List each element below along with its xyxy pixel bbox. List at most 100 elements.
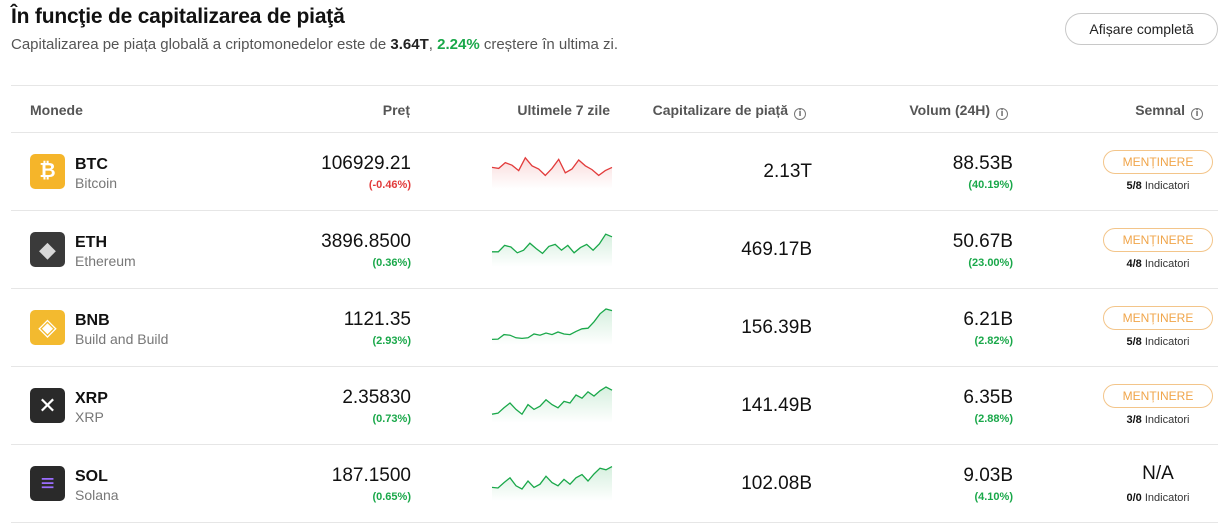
sparkline-line [491,466,613,490]
info-icon[interactable]: i [1191,108,1203,120]
volume-change: (2.82%) [974,335,1013,347]
indicators-count: 5/8 Indicatori [1103,180,1213,192]
col-signal[interactable]: Semnal i [1135,102,1203,120]
col-signal-label: Semnal [1135,102,1185,118]
coin-name: Ethereum [75,253,136,269]
sparkline-area [492,157,612,189]
signal-badge[interactable]: MENȚINERE [1103,228,1213,252]
indicators-ratio: 0/0 [1126,492,1142,504]
indicators-ratio: 5/8 [1126,180,1142,192]
table-row[interactable]: ≡ SOL Solana 187.1500 (0.65%) 102.08B 9.… [11,445,1218,523]
sparkline-line [491,308,613,341]
signal-badge[interactable]: MENȚINERE [1103,384,1213,408]
table-header: Monede Preț Ultimele 7 zile Capitalizare… [11,85,1218,133]
show-all-button[interactable]: Afișare completă [1065,13,1218,45]
coin-price: 2.35830 [342,387,411,408]
signal-badge[interactable]: MENȚINERE [1103,306,1213,330]
xrp-icon: ✕ [30,388,65,423]
signal-badge: N/A [1142,463,1174,484]
indicators-count: 3/8 Indicatori [1103,414,1213,426]
volume-value: 6.21B [963,309,1013,330]
summary-suffix: creștere în ultima zi. [479,36,619,53]
col-market-cap[interactable]: Capitalizare de piață i [653,102,806,120]
solana-icon: ≡ [30,466,65,501]
indicators-ratio: 5/8 [1126,336,1142,348]
sparkline-area [492,466,612,501]
market-cap-value: 469.17B [741,239,812,260]
table-body: ₿ BTC Bitcoin 106929.21 (-0.46%) 2.13T 8… [11,133,1218,523]
crypto-table: Monede Preț Ultimele 7 zile Capitalizare… [11,85,1218,523]
indicators-label: Indicatori [1141,336,1190,348]
col-last7[interactable]: Ultimele 7 zile [517,102,610,118]
volume-change: (23.00%) [968,257,1013,269]
sparkline-area [492,309,612,345]
coin-price: 187.1500 [331,465,411,486]
indicators-count: 0/0 Indicatori [1103,492,1213,504]
sparkline-chart [491,156,613,189]
table-row[interactable]: ✕ XRP XRP 2.35830 (0.73%) 141.49B 6.35B … [11,367,1218,445]
col-coins[interactable]: Monede [30,102,83,118]
sparkline-chart [491,386,613,423]
col-price[interactable]: Preț [382,102,410,118]
coin-price: 106929.21 [321,153,411,174]
market-cap-value: 156.39B [741,317,812,338]
volume-value: 88.53B [952,153,1013,174]
col-volume[interactable]: Volum (24H) i [909,102,1008,120]
sparkline-chart [492,233,613,267]
coin-name: Solana [75,487,119,503]
indicators-ratio: 4/8 [1126,258,1142,270]
coin-price: 1121.35 [343,309,411,330]
market-summary: Capitalizarea pe piața globală a criptom… [11,36,618,53]
market-cap-value: 2.13T [763,161,812,182]
signal-badge[interactable]: MENȚINERE [1103,150,1213,174]
sparkline-chart [491,308,613,345]
indicators-label: Indicatori [1141,492,1190,504]
coin-price: 3896.8500 [321,231,411,252]
coin-symbol[interactable]: BNB [75,312,110,329]
global-market-cap: 3.64T [390,36,429,53]
coin-name: Build and Build [75,331,169,347]
sparkline-line [491,386,613,416]
indicators-ratio: 3/8 [1126,414,1142,426]
indicators-count: 5/8 Indicatori [1103,336,1213,348]
page-title: În funcţie de capitalizarea de piaţă [11,5,345,28]
info-icon[interactable]: i [996,108,1008,120]
volume-change: (40.19%) [968,179,1013,191]
coin-symbol[interactable]: XRP [75,390,108,407]
global-change: 2.24% [437,36,480,53]
indicators-label: Indicatori [1141,180,1190,192]
summary-separator: , [428,36,438,53]
sparkline-area [492,234,612,267]
coin-symbol[interactable]: ETH [75,234,107,251]
ethereum-icon: ◆ [30,232,65,267]
coin-name: Bitcoin [75,175,118,191]
market-cap-value: 102.08B [741,473,812,494]
price-change: (2.93%) [372,335,411,347]
indicators-count: 4/8 Indicatori [1103,258,1213,270]
table-row[interactable]: ₿ BTC Bitcoin 106929.21 (-0.46%) 2.13T 8… [11,133,1218,211]
sparkline-line [491,156,613,177]
price-change: (0.73%) [372,413,411,425]
col-volume-label: Volum (24H) [909,102,990,118]
sparkline-chart [491,466,613,501]
table-row[interactable]: ◈ BNB Build and Build 1121.35 (2.93%) 15… [11,289,1218,367]
coin-symbol[interactable]: BTC [75,156,108,173]
volume-value: 6.35B [963,387,1013,408]
price-change: (0.36%) [372,257,411,269]
info-icon[interactable]: i [794,108,806,120]
bnb-icon: ◈ [30,310,65,345]
volume-change: (2.88%) [974,413,1013,425]
volume-change: (4.10%) [974,491,1013,503]
indicators-label: Indicatori [1141,414,1190,426]
bitcoin-icon: ₿ [30,154,65,189]
volume-value: 9.03B [963,465,1013,486]
col-market-cap-label: Capitalizare de piață [652,102,788,118]
summary-prefix: Capitalizarea pe piața globală a criptom… [11,36,391,53]
indicators-label: Indicatori [1141,258,1190,270]
coin-name: XRP [75,409,104,425]
table-row[interactable]: ◆ ETH Ethereum 3896.8500 (0.36%) 469.17B… [11,211,1218,289]
coin-symbol[interactable]: SOL [75,468,108,485]
price-change: (0.65%) [372,491,411,503]
volume-value: 50.67B [952,231,1013,252]
price-change: (-0.46%) [368,179,411,191]
